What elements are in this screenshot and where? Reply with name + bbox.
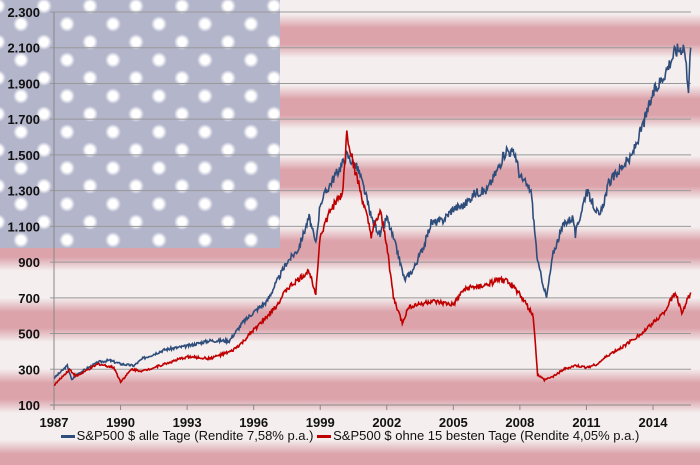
legend-swatch-red <box>317 435 332 439</box>
x-tick-label: 1987 <box>40 415 69 430</box>
x-tick-label: 2014 <box>639 415 669 430</box>
y-tick-label: 300 <box>18 362 40 377</box>
series-line-0 <box>53 43 692 381</box>
x-tick-label: 2002 <box>372 415 401 430</box>
x-tick-label: 2008 <box>505 415 534 430</box>
y-tick-label: 900 <box>18 255 40 270</box>
x-tick-label: 1990 <box>106 415 135 430</box>
y-tick-label: 1.300 <box>7 184 40 199</box>
y-tick-label: 500 <box>18 327 40 342</box>
series-line-1 <box>54 130 692 387</box>
y-tick-label: 2.100 <box>7 41 40 56</box>
y-tick-label: 700 <box>18 291 40 306</box>
x-tick-label: 2005 <box>439 415 468 430</box>
y-tick-label: 1.700 <box>7 112 40 127</box>
x-tick-label: 1996 <box>239 415 268 430</box>
legend-label: S&P500 $ alle Tage (Rendite 7,58% p.a.) <box>76 428 314 443</box>
y-tick-label: 1.500 <box>7 148 40 163</box>
x-tick-label: 1993 <box>173 415 202 430</box>
y-tick-label: 100 <box>18 398 40 413</box>
y-tick-label: 1.900 <box>7 76 40 91</box>
y-tick-label: 1.100 <box>7 219 40 234</box>
legend-label: S&P500 $ ohne 15 besten Tage (Rendite 4,… <box>333 428 640 443</box>
legend-item-all-days: S&P500 $ alle Tage (Rendite 7,58% p.a.) <box>60 428 314 443</box>
legend-swatch-blue <box>60 435 75 439</box>
legend: S&P500 $ alle Tage (Rendite 7,58% p.a.) … <box>0 428 700 443</box>
x-tick-label: 2011 <box>572 415 600 430</box>
flag-stars <box>0 0 280 248</box>
legend-item-without-best-days: S&P500 $ ohne 15 besten Tage (Rendite 4,… <box>317 428 639 443</box>
line-chart: 100 300 500 700 900 1.100 1.300 1.500 1.700 1.900… <box>7 5 692 430</box>
y-tick-label: 2.300 <box>7 5 40 20</box>
x-tick-label: 1999 <box>306 415 335 430</box>
